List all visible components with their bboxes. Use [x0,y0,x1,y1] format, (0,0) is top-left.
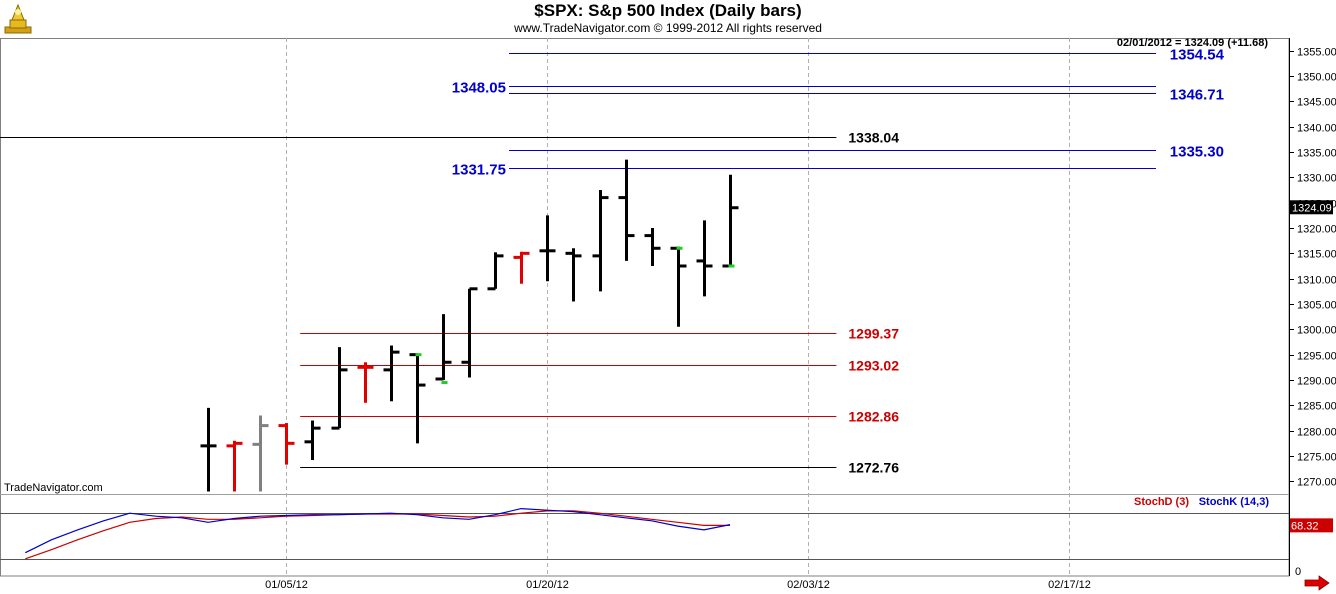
price-tick-label: 1280.00 [1297,427,1336,439]
price-tick-label: 1330.00 [1297,173,1336,185]
price-tick-label: 1290.00 [1297,376,1336,388]
price-tick-label: 1320.00 [1297,224,1336,236]
price-tick-label: 1300.00 [1297,325,1336,337]
last-price-box [1290,200,1333,215]
level-label: 1335.30 [1170,144,1224,161]
plot-frame [0,38,1290,577]
ohlc-bars [200,159,739,492]
stoch-legend-d: StochD (3) [1134,496,1189,508]
price-tick-label: 1285.00 [1297,401,1336,413]
level-label: 1282.86 [848,409,899,425]
price-tick-label: 1345.00 [1297,97,1336,109]
axes: 01/05/12 01/20/12 02/03/12 02/17/12 1270.00 1… [4,37,1336,591]
tradenavigator-logo-icon [4,3,32,34]
date-tick-label: 02/03/12 [787,579,830,591]
price-tick-label: 1310.00 [1297,275,1336,287]
last-price-label: 1324.09 [1292,202,1332,214]
stoch-value-label: 68.32 [1291,520,1319,532]
grid-layer [0,38,1290,577]
price-tick-label: 1350.00 [1297,72,1336,84]
level-label: 1338.04 [848,130,899,146]
last-bar-info: 02/01/2012 = 1324.09 (+11.68) [1117,37,1268,49]
price-tick-label: 1305.00 [1297,300,1336,312]
level-label: 1346.71 [1170,87,1224,104]
support-resistance-levels: 1354.54 1348.05 1346.71 1338.04 1335.30 1331.… [0,47,1225,476]
price-tick-label: 1315.00 [1297,249,1336,261]
level-label: 1331.75 [452,162,506,179]
chart-title: $SPX: S&p 500 Index (Daily bars) [534,1,802,20]
level-label: 1299.37 [848,326,899,342]
copyright-subtitle: www.TradeNavigator.com © 1999-2012 All r… [514,21,822,35]
price-tick-label: 1355.00 [1297,47,1336,59]
scroll-right-arrow-icon[interactable] [1303,575,1331,591]
level-label: 1354.54 [1170,47,1225,64]
level-label: 1293.02 [848,358,899,374]
watermark-text: TradeNavigator.com [4,482,103,494]
level-label: 1348.05 [452,80,506,97]
date-tick-label: 01/20/12 [526,579,569,591]
stoch-axis-label: 0 [1295,566,1301,578]
stochastic-panel: StochD (3) StochK (14,3) 68.32 0 [0,496,1333,578]
price-tick-label: 1270.00 [1297,477,1336,489]
price-tick-label: 1295.00 [1297,351,1336,363]
stoch-k-line [25,507,731,554]
date-tick-label: 01/05/12 [265,579,308,591]
level-label: 1272.76 [848,460,899,476]
stoch-legend-k: StochK (14,3) [1199,496,1270,508]
stoch-value-box [1290,518,1333,533]
date-tick-label: 02/17/12 [1048,579,1091,591]
price-tick-label: 1335.00 [1297,148,1336,160]
price-tick-label: 1275.00 [1297,452,1336,464]
price-tick-label: 1340.00 [1297,123,1336,135]
chart-header: $SPX: S&p 500 Index (Daily bars) www.Tra… [0,0,1336,38]
